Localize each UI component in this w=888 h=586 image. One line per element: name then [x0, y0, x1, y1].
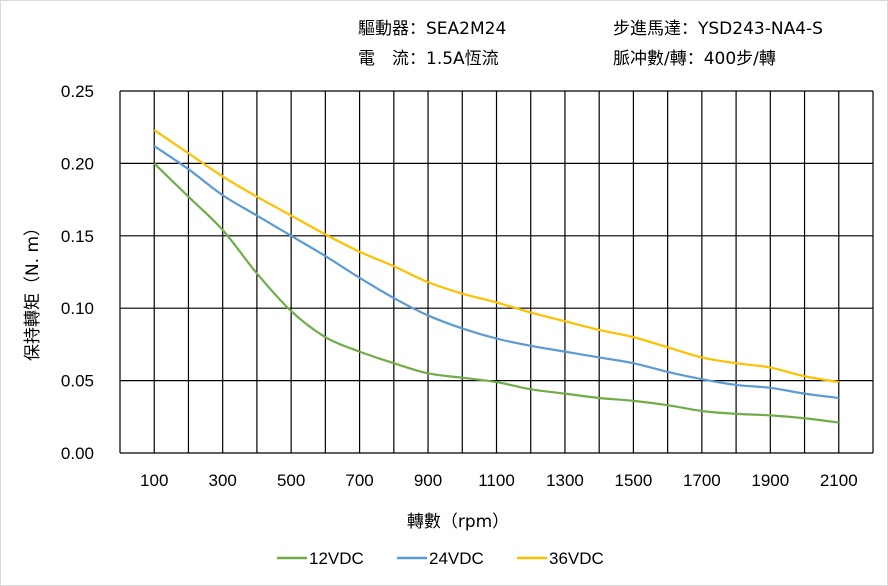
motor-value: YSD243-NA4-S [698, 19, 823, 39]
pulse-value: 400步/轉 [703, 49, 776, 69]
x-tick-label: 2100 [820, 471, 858, 490]
y-tick-label: 0.20 [61, 154, 94, 173]
legend-label: 36VDC [549, 549, 604, 568]
series-lines [153, 129, 839, 424]
series-line-36vdc [153, 129, 839, 384]
y-tick-label: 0.15 [61, 227, 94, 246]
y-tick-label: 0.10 [61, 299, 94, 318]
x-tick-label: 1900 [751, 471, 789, 490]
x-tick-label: 900 [414, 471, 442, 490]
x-tick-label: 500 [277, 471, 305, 490]
y-tick-label: 0.25 [61, 82, 94, 101]
x-tick-label: 1500 [614, 471, 652, 490]
x-tick-label: 300 [208, 471, 236, 490]
pulse-info: 脈冲數/轉：400步/轉 [613, 44, 776, 69]
motor-info: 步進馬達：YSD243-NA4-S [613, 14, 823, 39]
tick-labels: 0.00 0.05 0.10 0.15 0.20 0.25 100 300 500 700 900 1… [61, 82, 858, 490]
motor-label: 步進馬達： [613, 19, 698, 39]
y-axis-label: 保持轉矩（N. m） [23, 219, 43, 361]
series-line-24vdc [153, 145, 839, 400]
driver-label: 驅動器： [358, 19, 426, 39]
legend: 12VDC 24VDC 36VDC [277, 549, 604, 568]
y-tick-label: 0.00 [61, 444, 94, 463]
legend-label: 12VDC [309, 549, 364, 568]
x-tick-label: 1300 [546, 471, 584, 490]
x-tick-label: 1700 [683, 471, 721, 490]
x-tick-label: 700 [345, 471, 373, 490]
grid [119, 90, 874, 454]
pulse-label: 脈冲數/轉： [613, 49, 704, 69]
x-axis-label: 轉數（rpm） [407, 512, 509, 532]
x-tick-label: 100 [140, 471, 168, 490]
legend-label: 24VDC [429, 549, 484, 568]
driver-value: SEA2M24 [426, 19, 507, 39]
y-tick-label: 0.05 [61, 372, 94, 391]
current-label: 電 流： [358, 49, 426, 69]
current-value: 1.5A恆流 [426, 49, 499, 69]
x-tick-label: 1100 [478, 471, 515, 490]
series-line-12vdc [153, 162, 839, 424]
driver-info: 驅動器：SEA2M24 [358, 14, 506, 39]
current-info: 電 流：1.5A恆流 [358, 44, 499, 69]
